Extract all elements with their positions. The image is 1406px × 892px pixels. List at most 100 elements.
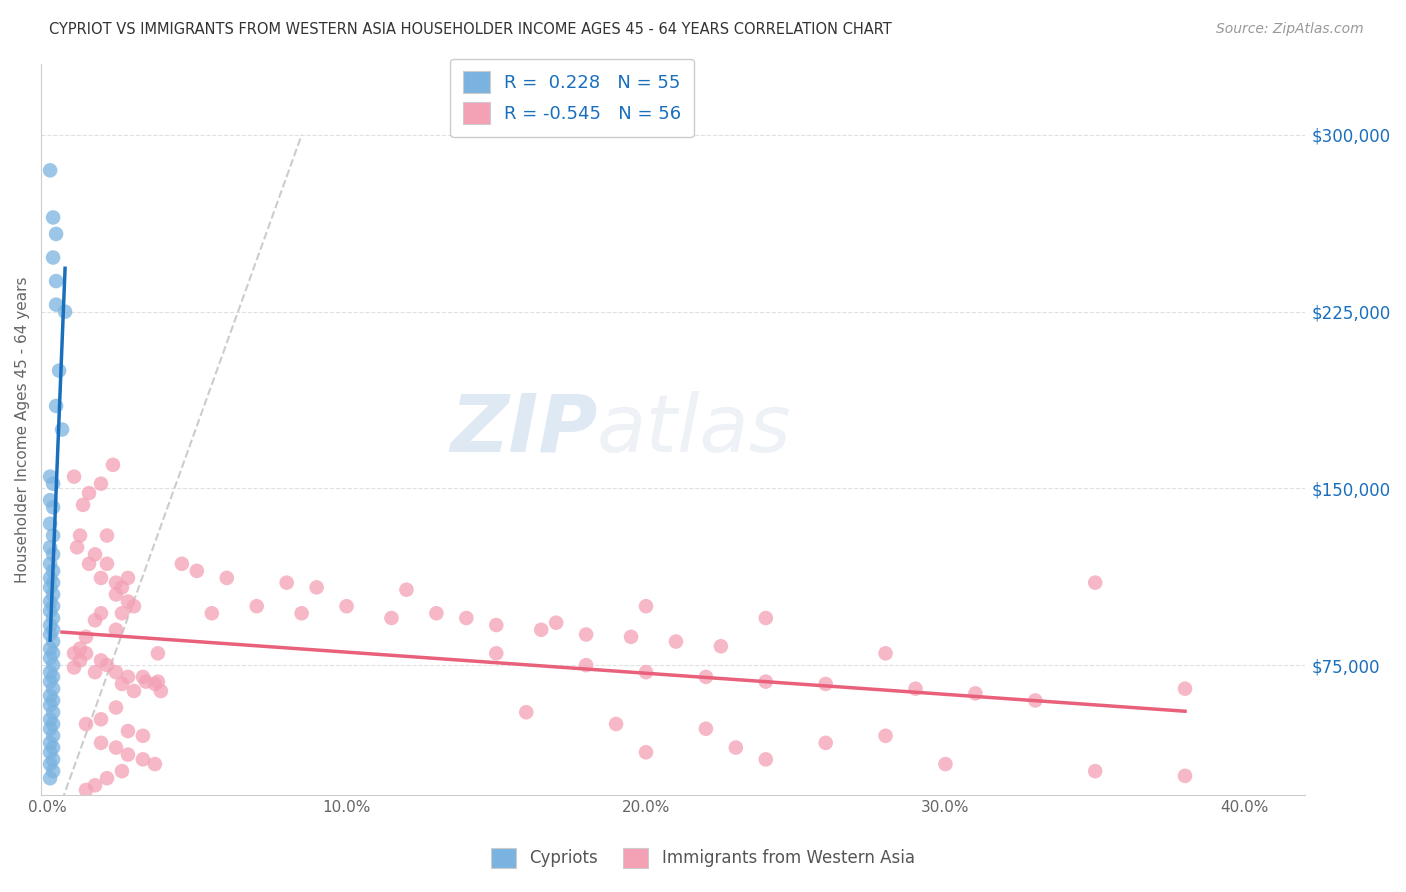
Point bbox=[39, 689, 62, 703]
Point bbox=[665, 634, 688, 648]
Point bbox=[75, 646, 97, 660]
Point bbox=[90, 476, 112, 491]
Point bbox=[39, 712, 62, 726]
Point bbox=[39, 604, 62, 618]
Point bbox=[546, 615, 568, 630]
Point bbox=[117, 571, 139, 585]
Point bbox=[63, 646, 86, 660]
Point bbox=[77, 557, 100, 571]
Point bbox=[42, 693, 65, 707]
Point bbox=[146, 646, 169, 660]
Point bbox=[724, 740, 747, 755]
Point bbox=[42, 211, 65, 225]
Point bbox=[45, 298, 67, 312]
Point bbox=[63, 660, 86, 674]
Point bbox=[575, 627, 598, 641]
Point bbox=[39, 594, 62, 608]
Point bbox=[42, 611, 65, 625]
Point bbox=[215, 571, 238, 585]
Point bbox=[814, 736, 837, 750]
Point bbox=[42, 599, 65, 614]
Point bbox=[53, 304, 76, 318]
Point bbox=[39, 493, 62, 508]
Point bbox=[39, 580, 62, 594]
Point bbox=[42, 547, 65, 561]
Point bbox=[111, 580, 134, 594]
Point bbox=[42, 740, 65, 755]
Point bbox=[51, 423, 73, 437]
Point bbox=[186, 564, 208, 578]
Point bbox=[132, 729, 155, 743]
Point bbox=[620, 630, 643, 644]
Point bbox=[39, 665, 62, 680]
Legend: Cypriots, Immigrants from Western Asia: Cypriots, Immigrants from Western Asia bbox=[485, 841, 921, 875]
Point bbox=[39, 651, 62, 665]
Point bbox=[143, 677, 166, 691]
Point bbox=[84, 665, 107, 680]
Point bbox=[42, 500, 65, 515]
Point bbox=[104, 700, 127, 714]
Point bbox=[104, 740, 127, 755]
Point bbox=[42, 476, 65, 491]
Text: Source: ZipAtlas.com: Source: ZipAtlas.com bbox=[1216, 22, 1364, 37]
Point bbox=[39, 771, 62, 785]
Point bbox=[122, 599, 145, 614]
Point bbox=[246, 599, 269, 614]
Point bbox=[39, 516, 62, 531]
Point bbox=[48, 363, 70, 377]
Point bbox=[42, 575, 65, 590]
Point bbox=[710, 640, 733, 654]
Point bbox=[42, 634, 65, 648]
Point bbox=[42, 681, 65, 696]
Point bbox=[117, 724, 139, 739]
Point bbox=[634, 665, 657, 680]
Point bbox=[84, 613, 107, 627]
Point bbox=[575, 658, 598, 673]
Point bbox=[42, 670, 65, 684]
Point bbox=[1084, 764, 1107, 779]
Point bbox=[75, 630, 97, 644]
Point bbox=[39, 557, 62, 571]
Text: ZIP: ZIP bbox=[450, 391, 598, 468]
Point bbox=[135, 674, 157, 689]
Point bbox=[45, 227, 67, 241]
Point bbox=[39, 674, 62, 689]
Point bbox=[122, 684, 145, 698]
Point bbox=[84, 778, 107, 792]
Point bbox=[291, 607, 314, 621]
Point bbox=[965, 686, 987, 700]
Text: atlas: atlas bbox=[598, 391, 792, 468]
Point bbox=[39, 163, 62, 178]
Point bbox=[104, 623, 127, 637]
Point bbox=[42, 717, 65, 731]
Point bbox=[39, 698, 62, 713]
Point bbox=[143, 757, 166, 772]
Point bbox=[42, 646, 65, 660]
Point bbox=[96, 771, 118, 785]
Legend: R =  0.228   N = 55, R = -0.545   N = 56: R = 0.228 N = 55, R = -0.545 N = 56 bbox=[450, 59, 693, 137]
Point bbox=[117, 747, 139, 762]
Point bbox=[875, 646, 897, 660]
Point bbox=[1024, 693, 1046, 707]
Point bbox=[104, 665, 127, 680]
Point bbox=[66, 541, 89, 555]
Point bbox=[111, 677, 134, 691]
Point bbox=[96, 557, 118, 571]
Point bbox=[42, 564, 65, 578]
Point bbox=[755, 611, 778, 625]
Point bbox=[875, 729, 897, 743]
Text: CYPRIOT VS IMMIGRANTS FROM WESTERN ASIA HOUSEHOLDER INCOME AGES 45 - 64 YEARS CO: CYPRIOT VS IMMIGRANTS FROM WESTERN ASIA … bbox=[49, 22, 891, 37]
Point bbox=[45, 399, 67, 413]
Point bbox=[1174, 769, 1197, 783]
Point bbox=[90, 653, 112, 667]
Point bbox=[425, 607, 447, 621]
Point bbox=[42, 251, 65, 265]
Point bbox=[117, 670, 139, 684]
Point bbox=[39, 541, 62, 555]
Point bbox=[39, 571, 62, 585]
Point bbox=[75, 783, 97, 797]
Point bbox=[695, 670, 717, 684]
Point bbox=[456, 611, 478, 625]
Point bbox=[39, 736, 62, 750]
Point bbox=[75, 717, 97, 731]
